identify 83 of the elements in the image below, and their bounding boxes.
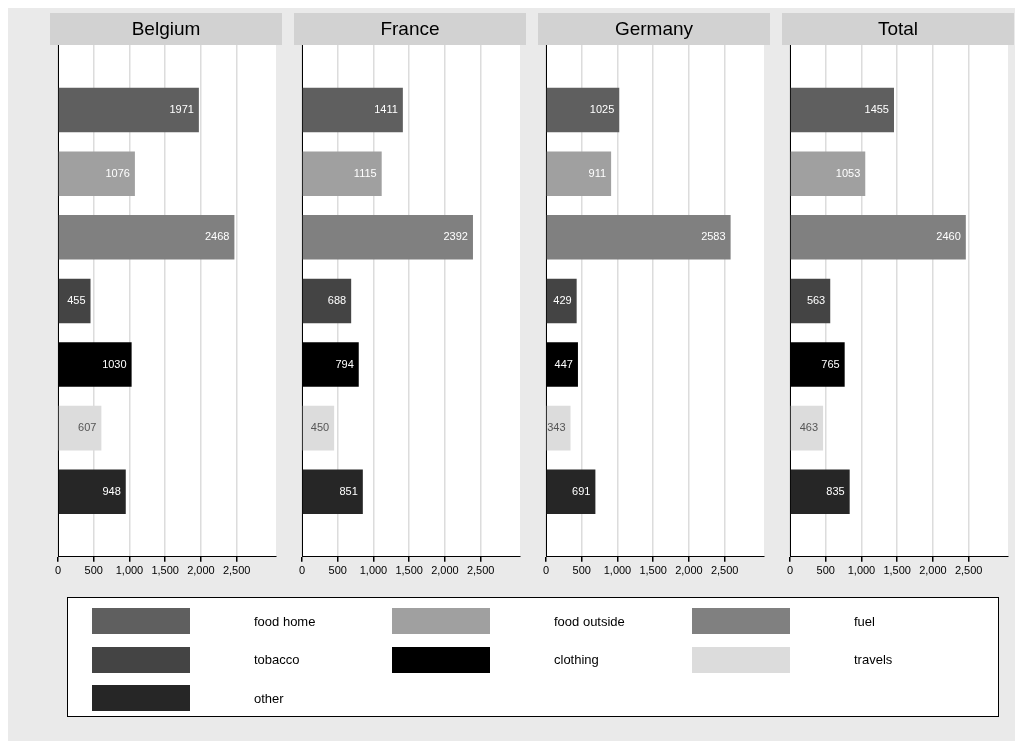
bar (58, 469, 126, 514)
x-tick-label: 1,000 (603, 564, 632, 577)
bar (790, 215, 966, 260)
x-tick-label: 2,500 (466, 564, 495, 577)
data-label: 765 (821, 357, 840, 370)
bar (546, 278, 577, 324)
data-label: 2468 (204, 230, 230, 243)
x-tick-label: 500 (572, 564, 591, 577)
data-label: 447 (554, 357, 573, 370)
x-tick-label: 2,000 (675, 564, 703, 577)
x-tick-label: 1,500 (395, 564, 423, 577)
text: food outside (554, 613, 625, 629)
x-tick-label: 2,000 (431, 564, 459, 577)
x-tick-label: 1,500 (151, 564, 179, 577)
bar (790, 278, 831, 324)
data-label: 911 (588, 166, 607, 179)
bar (302, 151, 382, 196)
data-label: 343 (547, 421, 566, 434)
text: food home (254, 613, 316, 629)
x-tick-label: 500 (328, 564, 347, 577)
text: tobacco (254, 652, 300, 668)
data-label: 1030 (102, 357, 127, 370)
bar (58, 151, 135, 196)
data-label: 1025 (589, 103, 615, 116)
chart-title: France (294, 13, 526, 45)
data-label: 1076 (105, 166, 130, 179)
x-tick-label: 2,000 (919, 564, 947, 577)
x-tick-label: 2,000 (187, 564, 215, 577)
chart-title: Belgium (50, 13, 282, 45)
data-label: 2460 (936, 230, 961, 243)
bar (302, 278, 352, 324)
data-label: 429 (553, 293, 572, 306)
bar (546, 87, 620, 133)
text: travels (854, 652, 893, 668)
x-tick-label: 1,000 (847, 564, 876, 577)
data-label: 1455 (864, 103, 889, 116)
data-label: 794 (335, 357, 354, 370)
x-tick-label: 500 (816, 564, 835, 577)
data-label: 948 (102, 484, 121, 497)
bar (546, 151, 612, 196)
data-label: 1053 (835, 166, 861, 179)
x-tick-label: 0 (298, 564, 306, 577)
data-label: 851 (339, 484, 358, 497)
data-label: 463 (799, 421, 819, 434)
data-label: 2392 (443, 230, 468, 243)
text: other (254, 690, 284, 706)
bar (546, 469, 596, 514)
x-tick-label: 0 (786, 564, 794, 577)
x-tick-label: 0 (542, 564, 550, 577)
data-label: 835 (826, 484, 845, 497)
data-label: 455 (67, 293, 86, 306)
text: clothing (554, 652, 599, 668)
data-label: 688 (327, 293, 347, 306)
data-label: 691 (572, 484, 591, 497)
bar (302, 469, 363, 514)
x-tick-label: 1,500 (639, 564, 667, 577)
x-tick-label: 1,000 (115, 564, 144, 577)
x-tick-label: 0 (54, 564, 62, 577)
text: fuel (854, 613, 875, 629)
data-label: 563 (806, 293, 826, 306)
bar (546, 215, 731, 260)
x-tick-label: 2,500 (710, 564, 739, 577)
chart-title: Total (782, 13, 1014, 45)
x-tick-label: 1,500 (883, 564, 911, 577)
bar (790, 151, 866, 196)
data-label: 1411 (374, 103, 398, 116)
data-label: 2583 (701, 230, 726, 243)
bar (790, 469, 850, 514)
x-tick-label: 1,000 (359, 564, 388, 577)
chart-title: Germany (538, 13, 770, 45)
data-label: 607 (78, 421, 97, 434)
data-label: 450 (310, 421, 330, 434)
bar (302, 215, 473, 260)
x-tick-label: 2,500 (222, 564, 251, 577)
bar (58, 215, 235, 260)
bar (790, 87, 894, 133)
data-label: 1971 (169, 103, 194, 116)
bar (58, 278, 91, 324)
bar (58, 87, 199, 133)
x-tick-label: 2,500 (954, 564, 983, 577)
x-tick-label: 500 (84, 564, 103, 577)
data-label: 1115 (353, 166, 377, 179)
bar (302, 87, 403, 133)
